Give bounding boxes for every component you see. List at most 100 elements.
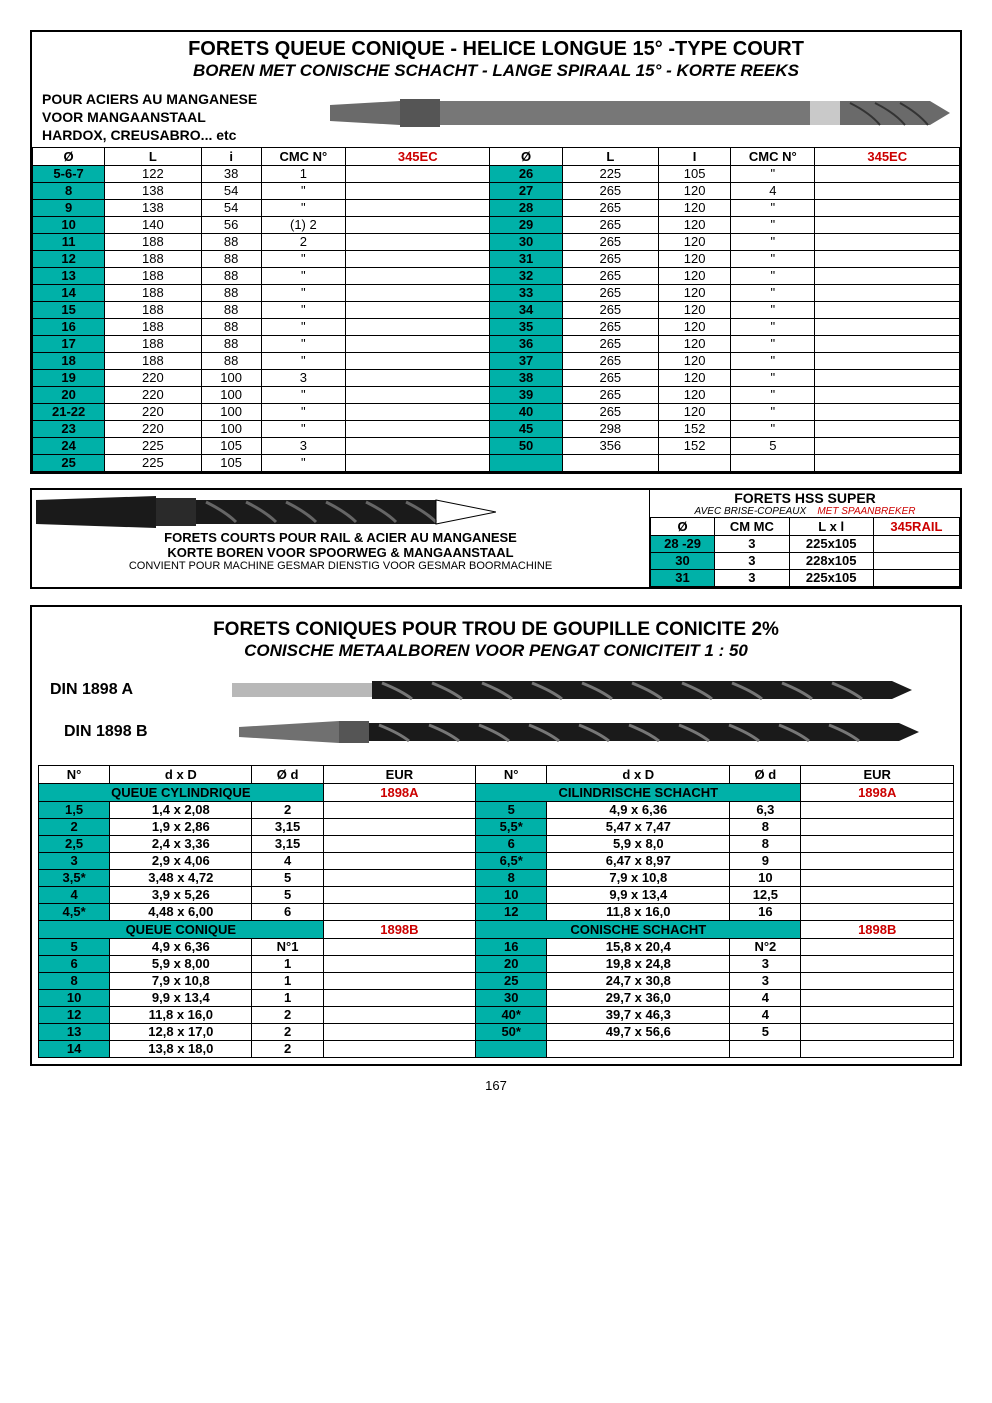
cell: 3 <box>715 536 790 553</box>
cell: 120 <box>658 353 730 370</box>
cell-price <box>815 421 960 438</box>
cell-dia: 39 <box>490 387 562 404</box>
cell-price <box>801 1041 954 1058</box>
cell-price <box>323 802 476 819</box>
rail-note: CONVIENT POUR MACHINE GESMAR DIENSTIG VO… <box>36 560 645 572</box>
cell-price <box>815 251 960 268</box>
cell: 1 <box>252 990 323 1007</box>
cell: 120 <box>658 200 730 217</box>
table-row: 1413,8 x 18,02 <box>39 1041 954 1058</box>
cell: " <box>731 285 815 302</box>
cell: " <box>731 421 815 438</box>
table-row: 1818888"37265120" <box>33 353 960 370</box>
h-L-r: L <box>562 148 658 166</box>
cell: 120 <box>658 285 730 302</box>
table-row: 109,9 x 13,413029,7 x 36,04 <box>39 990 954 1007</box>
cell: 1,4 x 2,08 <box>110 802 252 819</box>
table-row: 313225x105 <box>651 570 960 587</box>
cell: 225 <box>105 438 201 455</box>
cell-dia: 27 <box>490 183 562 200</box>
table-row: 2,52,4 x 3,363,1565,9 x 8,08 <box>39 836 954 853</box>
cell: 188 <box>105 251 201 268</box>
cell: 188 <box>105 319 201 336</box>
cell-n: 14 <box>39 1041 110 1058</box>
cell-price <box>801 1007 954 1024</box>
cell: 88 <box>201 336 261 353</box>
cell: 105 <box>658 166 730 183</box>
h-L: L <box>105 148 201 166</box>
cell-dia: 37 <box>490 353 562 370</box>
cell: 3,9 x 5,26 <box>110 887 252 904</box>
cell <box>730 1041 801 1058</box>
cell: 88 <box>201 302 261 319</box>
cell-price <box>345 302 489 319</box>
cell-price <box>815 285 960 302</box>
cell: " <box>731 302 815 319</box>
rail-headrow: Ø CM MC L x l 345RAIL <box>651 518 960 536</box>
cell-n: 8 <box>39 973 110 990</box>
cell-n: 16 <box>476 939 547 956</box>
cell-dia: 30 <box>490 234 562 251</box>
cell: " <box>731 200 815 217</box>
cell: 220 <box>105 387 201 404</box>
cell: 7,9 x 10,8 <box>547 870 730 887</box>
cell-dia: 28 <box>490 200 562 217</box>
cell: 7,9 x 10,8 <box>110 973 252 990</box>
cell: " <box>261 421 345 438</box>
cell: 188 <box>105 302 201 319</box>
cell: N°1 <box>252 939 323 956</box>
cell-price <box>345 336 489 353</box>
s3h-n-r: N° <box>476 766 547 784</box>
cell: 4 <box>730 1007 801 1024</box>
cell: 120 <box>658 387 730 404</box>
cell: 19,8 x 24,8 <box>547 956 730 973</box>
cell-dia: 24 <box>33 438 105 455</box>
cell: 152 <box>658 421 730 438</box>
cell: 120 <box>658 302 730 319</box>
cell-dia: 34 <box>490 302 562 319</box>
cell: 298 <box>562 421 658 438</box>
cell-dia: 18 <box>33 353 105 370</box>
cell: 5,47 x 7,47 <box>547 819 730 836</box>
s3h-eur-r: EUR <box>801 766 954 784</box>
cell: 9,9 x 13,4 <box>110 990 252 1007</box>
h-cmc-r: CMC N° <box>731 148 815 166</box>
cell: 138 <box>105 200 201 217</box>
cell: 2 <box>252 802 323 819</box>
conique-table: N° d x D Ø d EUR N° d x D Ø d EUR QUEUE … <box>38 765 954 1058</box>
cell-price <box>345 251 489 268</box>
h-cmc: CMC N° <box>261 148 345 166</box>
table-row: 1218888"31265120" <box>33 251 960 268</box>
cell-dia: 8 <box>33 183 105 200</box>
rh-cm: CM MC <box>715 518 790 536</box>
cell-dia: 26 <box>490 166 562 183</box>
cell-price <box>815 387 960 404</box>
cell: " <box>731 319 815 336</box>
table-row: 1318888"32265120" <box>33 268 960 285</box>
cell: 100 <box>201 421 261 438</box>
table-row: 21-22220100"40265120" <box>33 404 960 421</box>
cell: 120 <box>658 183 730 200</box>
cell-n: 5 <box>476 802 547 819</box>
cell-dia: 13 <box>33 268 105 285</box>
cell-price <box>323 939 476 956</box>
cell-dia: 19 <box>33 370 105 387</box>
con-left-code: 1898B <box>323 921 476 939</box>
table-row: 23220100"45298152" <box>33 421 960 438</box>
table-row: 3,5*3,48 x 4,72587,9 x 10,810 <box>39 870 954 887</box>
cell: 29,7 x 36,0 <box>547 990 730 1007</box>
table-row: 32,9 x 4,0646,5*6,47 x 8,979 <box>39 853 954 870</box>
cell-price <box>345 285 489 302</box>
cell-n: 4,5* <box>39 904 110 921</box>
cell: 120 <box>658 251 730 268</box>
cell: " <box>261 183 345 200</box>
cell: 140 <box>105 217 201 234</box>
cell-price <box>323 853 476 870</box>
rail-drill-illustration <box>36 494 496 530</box>
cell: 2,9 x 4,06 <box>110 853 252 870</box>
cell-price <box>801 853 954 870</box>
cell-n: 4 <box>39 887 110 904</box>
cell: 100 <box>201 387 261 404</box>
cell-dia: 30 <box>651 553 715 570</box>
cell: 4 <box>252 853 323 870</box>
